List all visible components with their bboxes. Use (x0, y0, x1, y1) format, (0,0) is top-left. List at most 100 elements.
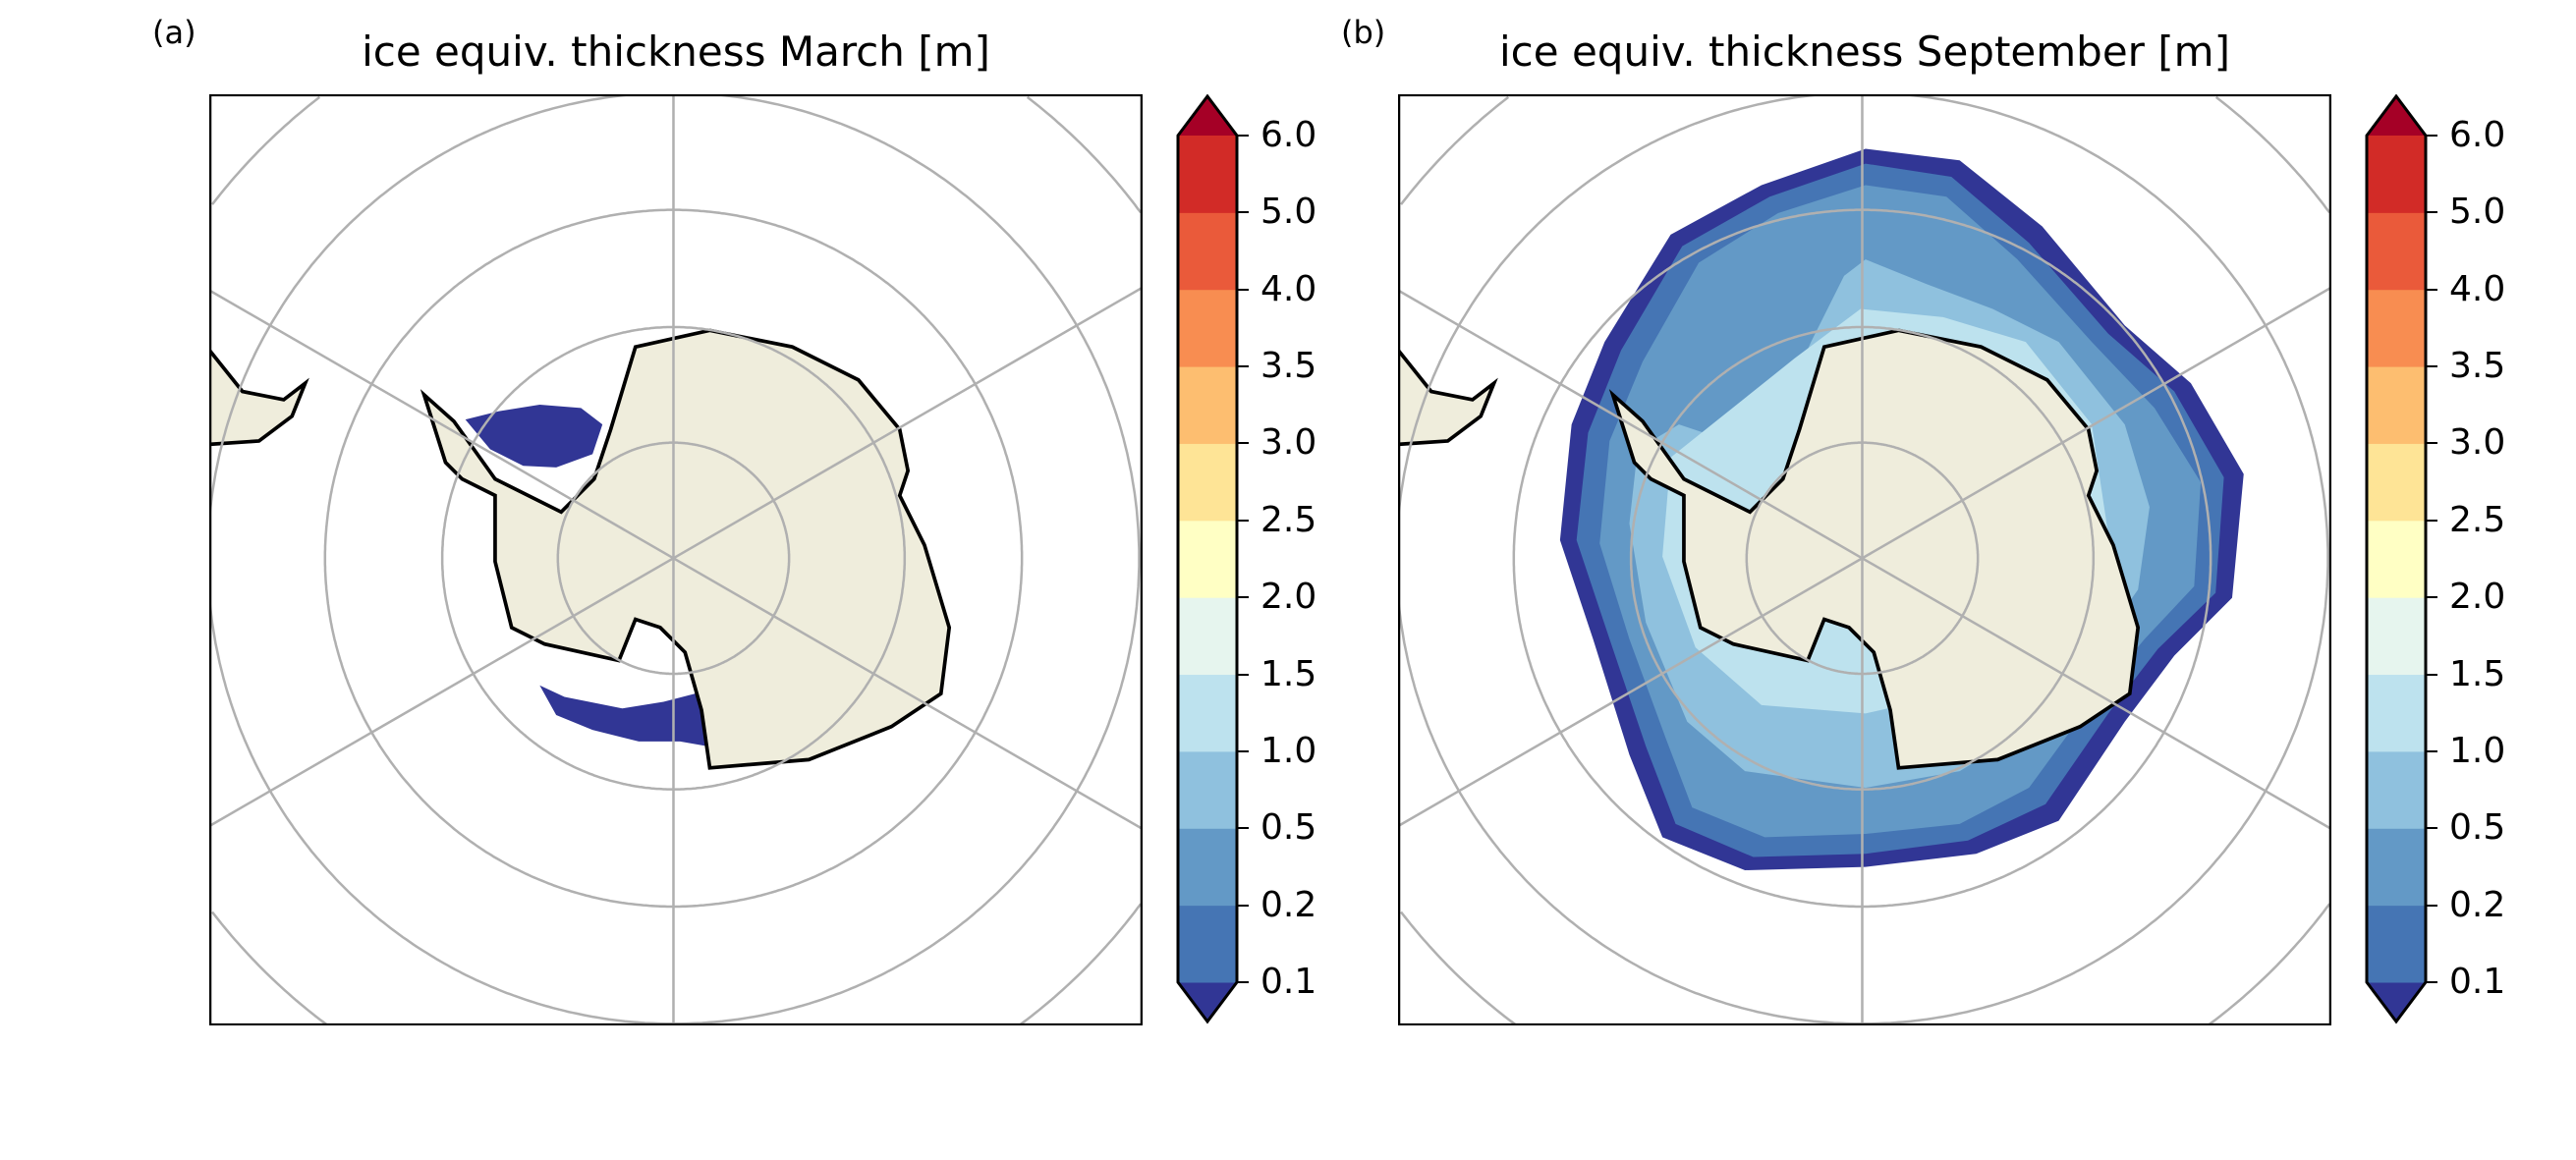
colorbar-tick-mark (1237, 749, 1249, 752)
map-march (209, 94, 1143, 1025)
colorbar-tick-mark (2426, 981, 2437, 983)
meridian-line (1398, 286, 2331, 828)
latitude-circle (1745, 441, 1980, 676)
colorbar-tick-mark (1237, 904, 1249, 907)
colorbar-tick-mark (2426, 673, 2437, 676)
colorbar-level (1178, 750, 1237, 829)
colorbar-tick-label: 3.5 (1260, 346, 1317, 387)
antarctica-land (420, 328, 952, 770)
colorbar-tick-mark (2426, 135, 2437, 137)
colorbar-level (2367, 520, 2426, 598)
colorbar-tick-label: 4.0 (1260, 268, 1317, 309)
colorbar-tick-mark (2426, 442, 2437, 445)
colorbar-tick-label: 0.2 (2449, 884, 2506, 925)
colorbar-extend-under (2367, 982, 2426, 1022)
colorbar-tick-label: 6.0 (1260, 115, 1317, 155)
latitude-circle (1629, 325, 2096, 791)
colorbar-level (1178, 136, 1237, 213)
colorbar-tick-mark (2426, 365, 2437, 368)
colorbar-level (2367, 750, 2426, 829)
colorbar-level (1178, 674, 1237, 752)
colorbar-extend-under (1178, 982, 1237, 1022)
axes-frame-b (1398, 94, 2331, 1025)
colorbar-tick-mark (2426, 904, 2437, 907)
colorbar-tick-label: 0.1 (2449, 962, 2506, 1002)
colorbar-a (1176, 94, 1239, 1024)
colorbar-tick-mark (2426, 749, 2437, 752)
colorbar-level (1178, 828, 1237, 907)
colorbar-tick-label: 0.5 (1260, 807, 1317, 849)
colorbar-level (2367, 136, 2426, 213)
colorbar-tick-mark (2426, 211, 2437, 214)
gridlines-a (209, 94, 1143, 1025)
latitude-circle (440, 325, 907, 791)
colorbar-level (1178, 597, 1237, 676)
colorbar-tick-label: 3.0 (1260, 422, 1317, 464)
colorbar-extend-over (2367, 96, 2426, 136)
colorbar-tick-mark (1237, 288, 1249, 291)
south-america-land (1398, 347, 1498, 447)
colorbar-level (1178, 443, 1237, 522)
colorbar-level (2367, 905, 2426, 983)
colorbar-tick-label: 2.0 (2449, 577, 2506, 618)
meridian-line (1398, 289, 2331, 831)
colorbar-level (2367, 212, 2426, 291)
colorbar-tick-label: 0.5 (2449, 807, 2506, 849)
antarctica-land (1608, 328, 2141, 770)
colorbar-tick-mark (1237, 365, 1249, 368)
colorbar-level (2367, 828, 2426, 907)
colorbar-level (2367, 597, 2426, 676)
colorbar-tick-label: 2.0 (1260, 577, 1317, 618)
colorbar-level (1178, 289, 1237, 367)
ice-patch-weddell (465, 405, 603, 468)
colorbar-tick-mark (1237, 442, 1249, 445)
latitude-circle (323, 208, 1024, 909)
colorbar-tick-label: 0.1 (1260, 962, 1317, 1002)
colorbar-level (1178, 212, 1237, 291)
colorbar-tick-mark (1237, 673, 1249, 676)
colorbar-level (1178, 520, 1237, 598)
colorbar-tick-mark (1237, 211, 1249, 214)
colorbar-tick-mark (1237, 596, 1249, 599)
colorbar-level (1178, 905, 1237, 983)
panel-label-b: (b) (1341, 14, 1386, 51)
colorbar-tick-mark (2426, 288, 2437, 291)
title-a: ice equiv. thickness March [m] (362, 28, 990, 76)
colorbar-tick-label: 5.0 (1260, 192, 1317, 233)
colorbar-tick-label: 5.0 (2449, 192, 2506, 233)
gridlines-b (1398, 94, 2331, 1025)
colorbar-tick-label: 1.0 (1260, 730, 1317, 771)
colorbar-tick-mark (1237, 981, 1249, 983)
latitude-circle (1400, 95, 2331, 1025)
colorbar-tick-label: 3.5 (2449, 346, 2506, 387)
colorbar-tick-mark (2426, 827, 2437, 830)
latitude-circle (211, 95, 1143, 1025)
colorbar-tick-label: 2.5 (1260, 499, 1317, 540)
south-america-land (209, 347, 309, 447)
colorbar-tick-mark (2426, 519, 2437, 522)
colorbar-tick-mark (1237, 135, 1249, 137)
map-september (1398, 94, 2331, 1025)
colorbar-tick-mark (1237, 519, 1249, 522)
colorbar-tick-label: 1.5 (2449, 653, 2506, 694)
ice-patch-ross (539, 685, 718, 746)
colorbar-level (2367, 366, 2426, 444)
latitude-circle (556, 441, 791, 676)
panel-label-a: (a) (152, 14, 196, 51)
colorbar-level (2367, 674, 2426, 752)
colorbar-tick-label: 6.0 (2449, 115, 2506, 155)
colorbar-tick-label: 3.0 (2449, 422, 2506, 464)
colorbar-level (1178, 366, 1237, 444)
colorbar-tick-label: 1.0 (2449, 730, 2506, 771)
latitude-circle (1398, 94, 2329, 1025)
colorbar-tick-mark (2426, 596, 2437, 599)
axes-frame-a (209, 94, 1143, 1025)
colorbar-level (2367, 443, 2426, 522)
colorbar-level (2367, 289, 2426, 367)
colorbar-tick-label: 4.0 (2449, 268, 2506, 309)
meridian-line (209, 289, 1143, 831)
colorbar-tick-label: 1.5 (1260, 653, 1317, 694)
colorbar-b (2365, 94, 2428, 1024)
title-b: ice equiv. thickness September [m] (1499, 28, 2230, 76)
